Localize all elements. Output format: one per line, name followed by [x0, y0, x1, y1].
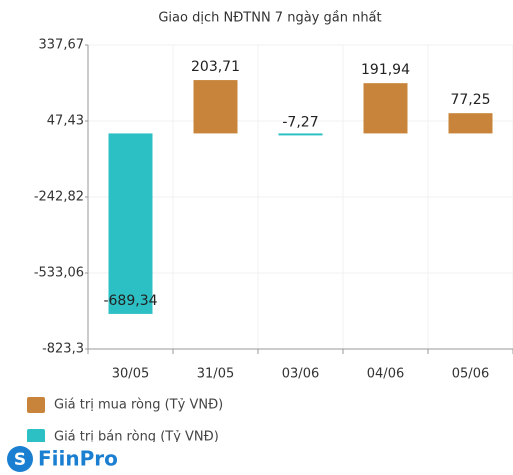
bar [193, 80, 238, 134]
bar [363, 83, 408, 134]
brand-area [0, 442, 513, 475]
x-tick-label: 04/06 [367, 367, 404, 382]
data-label: 203,71 [191, 59, 240, 75]
x-tick-label: 31/05 [197, 367, 234, 382]
legend-label: Giá trị mua ròng (Tỷ VNĐ) [54, 398, 223, 413]
chart-title: Giao dịch NĐTNN 7 ngày gần nhất [158, 11, 381, 26]
bar [108, 133, 153, 314]
x-tick-label: 30/05 [112, 367, 149, 382]
x-tick-label: 03/06 [282, 367, 319, 382]
brand-logo: S FiinPro [7, 446, 118, 472]
data-label: 77,25 [450, 92, 490, 108]
data-label: 191,94 [361, 62, 410, 78]
y-tick-label: 47,43 [47, 113, 84, 128]
bar [278, 133, 323, 136]
y-tick-label: 337,67 [39, 38, 85, 53]
legend-swatch [27, 429, 45, 445]
logo-s: S [14, 450, 26, 470]
x-tick-label: 05/06 [452, 367, 489, 382]
brand-name: FiinPro [38, 447, 118, 471]
data-label: -689,34 [103, 293, 157, 309]
data-label: -7,27 [282, 114, 318, 130]
y-tick-label: -823,3 [42, 342, 84, 357]
y-tick-label: -533,06 [34, 266, 84, 281]
bar [448, 113, 493, 134]
legend-swatch [27, 397, 45, 413]
logo-circle [7, 446, 33, 472]
legend-label: Giá trị bán ròng (Tỷ VNĐ) [54, 430, 219, 445]
y-tick-label: -242,82 [34, 190, 84, 205]
